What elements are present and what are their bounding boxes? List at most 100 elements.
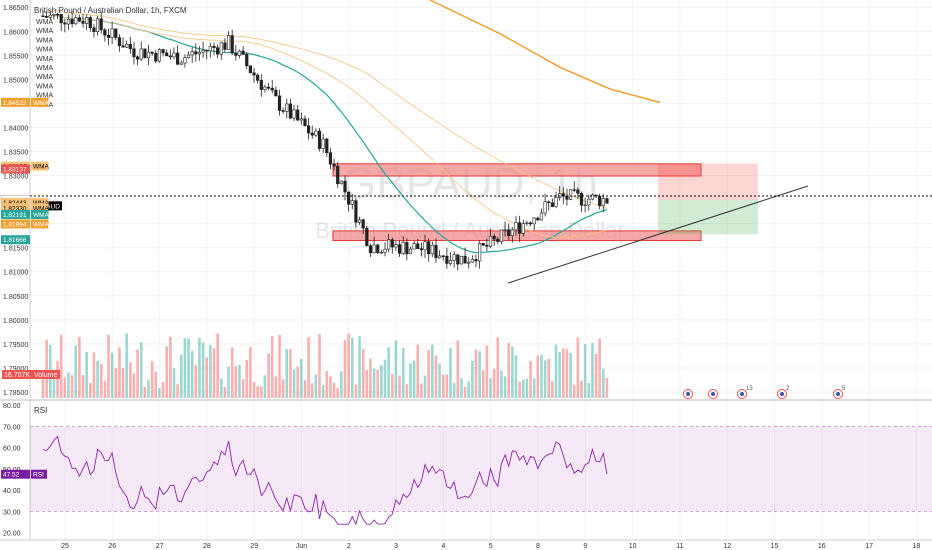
- candle-body: [361, 219, 365, 229]
- candle-body: [543, 201, 547, 214]
- candle-body: [125, 43, 129, 48]
- candle-body: [598, 195, 602, 206]
- price-tick-label: 1.80000: [3, 318, 28, 325]
- rsi-tick-label: 30.00: [3, 509, 21, 516]
- candle-body: [350, 200, 354, 205]
- candle-body: [547, 201, 551, 204]
- rsi-tick-label: 40.00: [3, 488, 21, 495]
- volume-bar: [540, 354, 543, 398]
- candle-body: [401, 241, 405, 254]
- candle-body: [390, 239, 394, 248]
- price-tag: 1.83137: [1, 164, 30, 174]
- volume-bar: [147, 379, 150, 398]
- volume-bar: [434, 355, 438, 398]
- volume-bar: [110, 352, 114, 398]
- price-tag: 1.81666: [1, 235, 30, 245]
- position-target-box: [658, 199, 758, 235]
- volume-bar: [380, 365, 383, 398]
- volume-bar: [241, 379, 245, 398]
- trendline[interactable]: [507, 185, 809, 284]
- volume-bar: [583, 343, 587, 398]
- volume-bar: [59, 334, 63, 398]
- volume-bar: [329, 376, 332, 398]
- candle-body: [132, 48, 136, 58]
- volume-bar: [361, 349, 365, 398]
- candle-body: [510, 229, 514, 236]
- volume-bar: [219, 378, 223, 398]
- rsi-tick-label: 80.00: [3, 403, 21, 410]
- candle-body: [63, 22, 67, 25]
- volume-bar: [209, 344, 212, 398]
- volume-bar: [139, 342, 143, 398]
- rsi-line: [42, 435, 608, 526]
- volume-bar: [463, 386, 467, 398]
- volume-bar: [300, 359, 303, 398]
- candle-body: [176, 52, 180, 65]
- volume-bar: [99, 363, 103, 398]
- candle-body: [310, 132, 314, 136]
- price-tick-label: 1.79500: [3, 342, 28, 349]
- rsi-title: RSI: [34, 406, 47, 415]
- volume-bar: [96, 360, 99, 398]
- volume-bar: [369, 358, 372, 398]
- rsi-tick-label: 60.00: [3, 446, 21, 453]
- price-tag-box: [1, 209, 30, 219]
- candle-body: [139, 48, 143, 60]
- indicator-label: WMA: [36, 74, 53, 81]
- candle-body: [165, 52, 169, 57]
- time-tick-label: 27: [156, 543, 164, 550]
- time-tick-label: 17: [865, 543, 873, 550]
- time-tick-label: 10: [629, 543, 637, 550]
- candle-body: [474, 259, 478, 262]
- time-tick-label: 29: [250, 543, 258, 550]
- event-flag-dot: [686, 392, 690, 396]
- volume-bar: [292, 369, 296, 398]
- volume-bar: [263, 375, 267, 398]
- price-tag: 1.82191 WMA: [1, 209, 50, 219]
- candle-body: [299, 118, 303, 121]
- candle-body: [441, 255, 445, 257]
- indicator-label: WMA: [36, 65, 53, 72]
- candle-body: [525, 222, 529, 224]
- candle-body: [128, 43, 132, 50]
- candle-body: [70, 19, 74, 25]
- wma-line-light-orange-2: [42, 10, 608, 209]
- volume-bar: [74, 345, 78, 398]
- volume-bar: [427, 350, 430, 398]
- candle-body: [503, 229, 507, 231]
- volume-bar: [332, 382, 336, 398]
- volume-bar: [591, 343, 594, 398]
- event-flag-dot: [711, 392, 715, 396]
- candle-body: [317, 130, 322, 149]
- indicator-label: WMA: [36, 19, 53, 26]
- volume-bar: [238, 365, 241, 398]
- volume-bar: [518, 381, 521, 398]
- volume-tag-label: Volume: [34, 372, 57, 379]
- volume-bar: [267, 353, 270, 398]
- volume-bar: [172, 368, 176, 398]
- volume-bar: [478, 351, 481, 398]
- candle-body: [281, 110, 285, 112]
- candle-body: [365, 227, 369, 247]
- volume-bar: [594, 353, 598, 398]
- volume-bar: [405, 384, 409, 398]
- candle-body: [430, 244, 434, 255]
- events-row: 13 2 5: [683, 386, 846, 399]
- candle-body: [161, 49, 165, 54]
- symbol-title: British Pound / Australian Dollar, 1h, F…: [34, 6, 187, 15]
- volume-tag-value: 16.707K: [4, 372, 30, 379]
- candle-body: [66, 19, 71, 25]
- candle-body: [150, 51, 154, 54]
- candle-body: [357, 219, 362, 223]
- volume-bar: [543, 360, 547, 398]
- candle-body: [452, 254, 456, 261]
- candle-body: [55, 13, 60, 16]
- position-stop-box: [658, 163, 758, 200]
- volume-bar: [201, 342, 205, 398]
- volume-bar: [270, 335, 274, 398]
- rsi-tick-label: 20.00: [3, 531, 21, 538]
- candle-body: [376, 244, 380, 254]
- volume-bar: [56, 361, 59, 398]
- candle-body: [259, 80, 263, 90]
